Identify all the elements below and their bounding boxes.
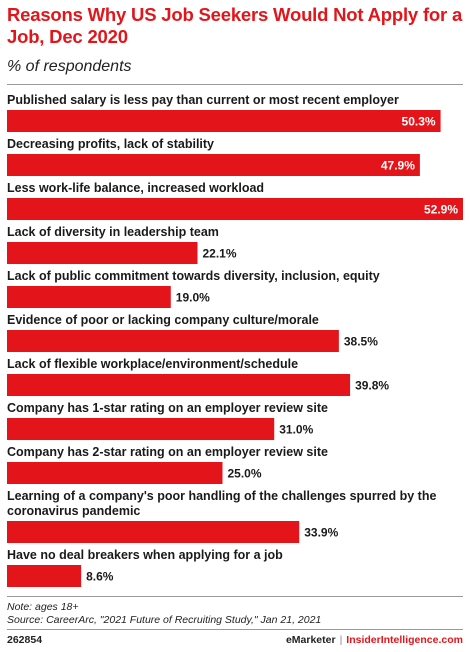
value-label: 39.8% xyxy=(355,379,389,393)
value-label: 8.6% xyxy=(86,570,114,584)
value-label: 31.0% xyxy=(279,423,313,437)
brand-separator: | xyxy=(339,634,343,646)
value-label: 25.0% xyxy=(228,467,262,481)
category-label: Lack of flexible workplace/environment/s… xyxy=(7,357,298,371)
bar xyxy=(7,374,351,396)
category-label: Lack of diversity in leadership team xyxy=(7,225,219,239)
category-label: Decreasing profits, lack of stability xyxy=(7,137,214,151)
value-label: 52.9% xyxy=(424,203,458,217)
category-label: coronavirus pandemic xyxy=(7,504,140,518)
bar xyxy=(7,565,82,587)
category-label: Published salary is less pay than curren… xyxy=(7,93,399,107)
value-label: 38.5% xyxy=(344,335,378,349)
bar xyxy=(7,110,441,132)
bar xyxy=(7,462,223,484)
category-label: Company has 2-star rating on an employer… xyxy=(7,445,328,459)
chart-subtitle: % of respondents xyxy=(7,58,132,75)
value-label: 19.0% xyxy=(176,291,210,305)
bar xyxy=(7,418,275,440)
footer-divider xyxy=(7,629,463,630)
chart-title: Reasons Why US Job Seekers Would Not App… xyxy=(7,4,463,47)
bar xyxy=(7,521,300,543)
brand-insider-intelligence: InsiderIntelligence.com xyxy=(346,634,463,646)
bar xyxy=(7,154,420,176)
footer-brand: eMarketer | InsiderIntelligence.com xyxy=(286,634,463,646)
category-label: Lack of public commitment towards divers… xyxy=(7,269,380,283)
value-label: 50.3% xyxy=(402,115,436,129)
category-label: Company has 1-star rating on an employer… xyxy=(7,401,328,415)
category-label: Have no deal breakers when applying for … xyxy=(7,548,283,562)
bar xyxy=(7,330,339,352)
category-label: Less work-life balance, increased worklo… xyxy=(7,181,264,195)
chart-source: Source: CareerArc, "2021 Future of Recru… xyxy=(7,614,322,626)
value-label: 22.1% xyxy=(203,247,237,261)
category-label: Evidence of poor or lacking company cult… xyxy=(7,313,319,327)
chart-note: Note: ages 18+ xyxy=(7,601,79,613)
category-label: Learning of a company's poor handling of… xyxy=(7,489,436,503)
bar xyxy=(7,198,463,220)
top-divider xyxy=(7,84,463,85)
bottom-divider xyxy=(7,596,463,597)
bar-chart: Published salary is less pay than curren… xyxy=(7,93,463,587)
chart-id: 262854 xyxy=(7,634,43,646)
value-label: 33.9% xyxy=(304,526,338,540)
bar xyxy=(7,242,198,264)
brand-emarketer: eMarketer xyxy=(285,634,336,646)
bar xyxy=(7,286,171,308)
value-label: 47.9% xyxy=(381,159,415,173)
